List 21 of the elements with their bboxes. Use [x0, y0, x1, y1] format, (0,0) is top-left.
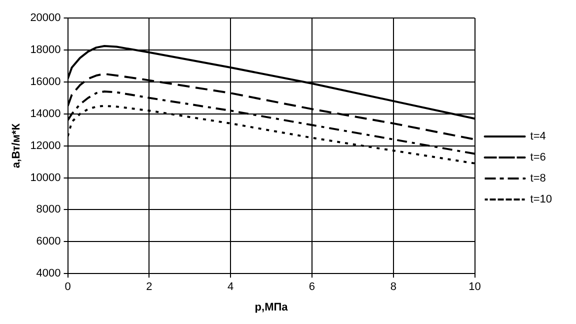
- x-tick-label: 6: [308, 281, 316, 294]
- x-tick-label: 10: [468, 281, 481, 294]
- legend-label: t=10: [530, 194, 552, 206]
- x-tick-label: 8: [390, 281, 396, 294]
- y-tick-label: 8000: [36, 204, 61, 216]
- y-tick-label: 18000: [30, 44, 61, 56]
- y-tick-label: 4000: [36, 268, 61, 280]
- y-tick-label: 10000: [30, 172, 61, 184]
- y-tick-label: 6000: [36, 236, 61, 248]
- legend-label: t=4: [530, 130, 546, 143]
- y-tick-label: 12000: [30, 140, 61, 152]
- x-tick-label: 2: [146, 281, 152, 294]
- legend-label: t=8: [530, 172, 546, 185]
- x-axis-title: p,МПа: [254, 301, 289, 314]
- y-axis-title: a,Вт/м*К: [10, 123, 23, 168]
- legend-label: t=6: [530, 152, 546, 164]
- x-tick-label: 0: [64, 281, 71, 294]
- x-tick-label: 4: [228, 281, 234, 294]
- y-tick-label: 14000: [30, 108, 61, 120]
- y-tick-label: 20000: [30, 12, 61, 24]
- y-tick-label: 16000: [30, 76, 61, 88]
